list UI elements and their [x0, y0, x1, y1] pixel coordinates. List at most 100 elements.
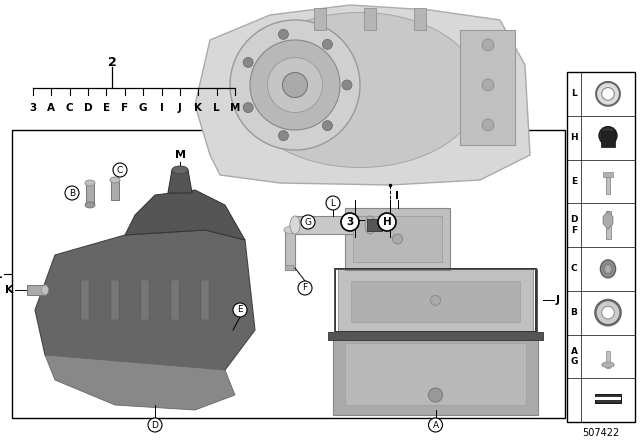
Circle shape: [243, 57, 253, 68]
Ellipse shape: [290, 216, 300, 234]
Ellipse shape: [605, 264, 611, 273]
Bar: [460, 30, 515, 145]
Text: B: B: [69, 189, 75, 198]
Bar: [601, 131, 615, 147]
Ellipse shape: [250, 40, 340, 130]
Bar: [111, 280, 119, 320]
Text: 507422: 507422: [582, 428, 620, 438]
Text: 3: 3: [29, 103, 36, 113]
Text: E: E: [237, 306, 243, 314]
Ellipse shape: [85, 180, 95, 186]
Bar: [345, 208, 450, 270]
Text: C: C: [117, 165, 123, 175]
Ellipse shape: [230, 20, 360, 150]
Circle shape: [431, 295, 440, 306]
Polygon shape: [603, 211, 613, 229]
Circle shape: [278, 131, 289, 141]
Text: G: G: [305, 217, 312, 227]
Text: B: B: [571, 308, 577, 317]
Ellipse shape: [284, 227, 296, 233]
Text: L: L: [213, 103, 220, 113]
Bar: [364, 8, 376, 30]
Circle shape: [323, 121, 332, 131]
Text: J: J: [556, 295, 560, 306]
Text: D
F: D F: [570, 215, 578, 235]
Bar: [595, 394, 621, 403]
Ellipse shape: [85, 202, 95, 208]
Ellipse shape: [365, 216, 375, 234]
Text: A: A: [433, 421, 438, 430]
Circle shape: [595, 300, 621, 325]
Circle shape: [233, 303, 247, 317]
Bar: [27, 285, 45, 295]
Bar: [86, 183, 94, 205]
Ellipse shape: [600, 260, 616, 278]
Text: H: H: [383, 217, 392, 227]
Text: L: L: [571, 89, 577, 99]
Bar: [345, 343, 526, 405]
Bar: [201, 280, 209, 320]
Bar: [333, 335, 538, 415]
Text: D: D: [84, 103, 92, 113]
Circle shape: [148, 418, 162, 432]
Bar: [12, 130, 565, 418]
Bar: [595, 397, 621, 400]
Polygon shape: [35, 230, 255, 380]
Circle shape: [65, 186, 79, 200]
Circle shape: [301, 215, 315, 229]
Bar: [335, 269, 536, 332]
Text: D: D: [152, 421, 159, 430]
Ellipse shape: [599, 126, 617, 145]
Circle shape: [341, 213, 359, 231]
Circle shape: [278, 29, 289, 39]
Text: E: E: [103, 103, 110, 113]
Bar: [81, 280, 89, 320]
Bar: [606, 174, 610, 194]
Ellipse shape: [42, 285, 49, 295]
Text: I: I: [396, 191, 399, 201]
Bar: [328, 332, 543, 340]
Circle shape: [482, 39, 494, 51]
Circle shape: [602, 87, 614, 100]
Circle shape: [378, 213, 396, 231]
Text: I: I: [159, 103, 163, 113]
Text: C: C: [66, 103, 74, 113]
Ellipse shape: [268, 57, 323, 112]
Polygon shape: [45, 355, 235, 410]
Ellipse shape: [602, 362, 614, 367]
Text: L: L: [330, 198, 335, 207]
Bar: [334, 269, 537, 332]
Circle shape: [602, 306, 614, 319]
Circle shape: [482, 79, 494, 91]
Circle shape: [243, 103, 253, 112]
Polygon shape: [125, 190, 245, 240]
Bar: [295, 216, 370, 234]
Polygon shape: [195, 5, 530, 185]
Text: F: F: [121, 103, 129, 113]
Bar: [606, 351, 610, 367]
Ellipse shape: [282, 73, 307, 98]
Text: A
G: A G: [570, 347, 578, 366]
Text: 3: 3: [346, 217, 354, 227]
Text: E: E: [571, 177, 577, 186]
Text: M: M: [230, 103, 240, 113]
Bar: [314, 8, 326, 30]
Text: K: K: [4, 285, 13, 295]
Circle shape: [323, 39, 332, 49]
Polygon shape: [168, 170, 192, 193]
Circle shape: [429, 388, 442, 402]
Text: 2: 2: [108, 56, 116, 69]
Bar: [605, 211, 611, 239]
Text: F: F: [303, 284, 308, 293]
Bar: [567, 72, 635, 422]
Text: K: K: [195, 103, 202, 113]
Text: C: C: [571, 264, 577, 273]
Circle shape: [113, 163, 127, 177]
Circle shape: [429, 418, 442, 432]
Bar: [111, 180, 119, 200]
Bar: [603, 172, 613, 177]
Bar: [141, 280, 149, 320]
Text: A: A: [47, 103, 56, 113]
Bar: [367, 219, 382, 231]
Ellipse shape: [240, 13, 480, 168]
